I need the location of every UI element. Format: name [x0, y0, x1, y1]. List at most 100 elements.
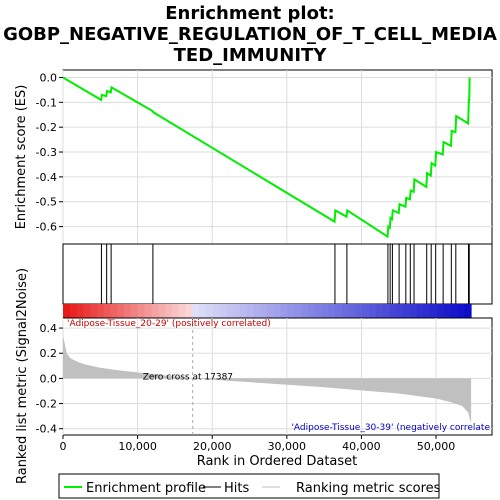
color-bar-segment — [110, 304, 118, 318]
color-bar-segment — [375, 304, 384, 318]
metric-ytick-label: -0.4 — [36, 423, 57, 436]
color-bar-segment — [355, 304, 363, 318]
metric-ytick-label: 0.2 — [40, 347, 58, 360]
color-bar-segment — [280, 304, 288, 318]
color-bar-segment — [83, 304, 91, 318]
color-bar-segment — [226, 304, 234, 318]
color-bar-segment — [443, 304, 452, 318]
hits-panel-frame — [62, 243, 493, 305]
color-bar-segment — [369, 304, 377, 318]
color-bar-segment — [239, 304, 248, 318]
legend-hits-label: Hits — [224, 481, 249, 496]
color-bar-segment — [307, 304, 316, 318]
color-bar-segment — [103, 304, 112, 318]
legend-enrichment-label: Enrichment profile — [86, 481, 206, 496]
x-tick-label: 40,000 — [342, 440, 381, 453]
color-bar-segment — [246, 304, 254, 318]
es-ytick-label: -0.3 — [36, 146, 57, 159]
es-ytick-label: -0.5 — [36, 196, 57, 209]
color-bar-segment — [253, 304, 261, 318]
legend-frame — [58, 473, 440, 499]
metric-panel: Zero cross at 17387 'Adipose-Tissue_20-2… — [36, 317, 493, 436]
color-bar-segment — [294, 304, 302, 318]
x-tick-label: 0 — [60, 440, 67, 453]
color-bar-segment — [151, 304, 159, 318]
color-bar-segment — [409, 304, 418, 318]
x-tick-label: 10,000 — [118, 440, 157, 453]
color-bar-segment — [260, 304, 268, 318]
es-ytick-label: -0.1 — [36, 96, 57, 109]
metric-ytick-label: -0.2 — [36, 398, 57, 411]
color-bar-segment — [450, 304, 459, 318]
color-bar-segment — [171, 304, 180, 318]
color-bar-segment — [301, 304, 309, 318]
chart-title-line-1: Enrichment plot: — [165, 3, 335, 24]
color-bar-segment — [76, 304, 84, 318]
chart-title-line-2: GOBP_NEGATIVE_REGULATION_OF_T_CELL_MEDIA — [3, 24, 497, 45]
x-tick-label: 50,000 — [417, 440, 456, 453]
color-bar-segment — [321, 304, 329, 318]
es-panel: 0.0 -0.1 -0.2 -0.3 -0.4 -0.5 -0.6 — [36, 69, 493, 245]
color-bar-segment — [341, 304, 350, 318]
color-bar-segment — [457, 304, 465, 318]
es-ytick-label: -0.6 — [36, 221, 57, 234]
hits-panel — [62, 243, 493, 318]
color-bar-segment — [144, 304, 152, 318]
color-bar-segment — [273, 304, 282, 318]
es-ytick-label: 0.0 — [40, 71, 58, 84]
color-bar-segment — [97, 304, 105, 318]
color-bar-segment — [396, 304, 404, 318]
metric-ytick-label: 0.4 — [40, 322, 58, 335]
color-bar-segment — [362, 304, 370, 318]
color-bar-segment — [158, 304, 166, 318]
negative-correlation-label: 'Adipose-Tissue_30-39' (negatively corre… — [291, 423, 490, 433]
color-bar-segment — [267, 304, 275, 318]
es-ytick-label: -0.4 — [36, 171, 57, 184]
color-bar-segment — [90, 304, 98, 318]
x-tick-label: 30,000 — [268, 440, 307, 453]
es-ytick-label: -0.2 — [36, 121, 57, 134]
color-bar-segment — [178, 304, 186, 318]
color-bar-segment — [423, 304, 431, 318]
legend: Enrichment profile Hits Ranking metric s… — [58, 473, 441, 499]
color-bar-segment — [199, 304, 207, 318]
color-bar-segment — [137, 304, 146, 318]
color-bar-segment — [124, 304, 132, 318]
color-bar-segment — [335, 304, 343, 318]
color-bar-segment — [69, 304, 78, 318]
color-bar-segment — [63, 304, 71, 318]
enrichment-profile-line — [62, 76, 471, 239]
chart-title-line-3: TED_IMMUNITY — [174, 45, 328, 66]
color-bar-segment — [416, 304, 424, 318]
color-bar-segment — [314, 304, 322, 318]
es-panel-frame — [62, 69, 493, 245]
ranking-metric-area — [63, 335, 472, 424]
color-bar-segment — [165, 304, 173, 318]
color-bar-segment — [382, 304, 390, 318]
x-axis-label: Rank in Ordered Dataset — [197, 454, 358, 469]
color-bar-segment — [348, 304, 356, 318]
color-bar-segment — [117, 304, 125, 318]
positive-correlation-label: 'Adipose-Tissue_20-29' (positively corre… — [67, 319, 271, 329]
metric-ytick-label: 0.0 — [40, 372, 58, 385]
color-bar-segment — [430, 304, 438, 318]
color-bar-segment — [464, 304, 472, 318]
color-bar-segment — [437, 304, 445, 318]
es-ylabel: Enrichment score (ES) — [14, 85, 29, 230]
color-bar-segment — [233, 304, 241, 318]
color-bar-segment — [185, 304, 193, 318]
zero-cross-label: Zero cross at 17387 — [143, 372, 233, 382]
color-bar-segment — [287, 304, 295, 318]
color-bar-segment — [403, 304, 411, 318]
color-bar-segment — [219, 304, 227, 318]
color-bar-segment — [212, 304, 220, 318]
color-bar-segment — [389, 304, 397, 318]
color-bar-segment — [205, 304, 214, 318]
metric-ylabel: Ranked list metric (Signal2Noise) — [15, 268, 30, 484]
legend-metric-label: Ranking metric scores — [296, 481, 441, 496]
x-tick-label: 20,000 — [193, 440, 232, 453]
color-bar-segment — [192, 304, 200, 318]
color-bar-segment — [131, 304, 139, 318]
color-bar-segment — [328, 304, 336, 318]
